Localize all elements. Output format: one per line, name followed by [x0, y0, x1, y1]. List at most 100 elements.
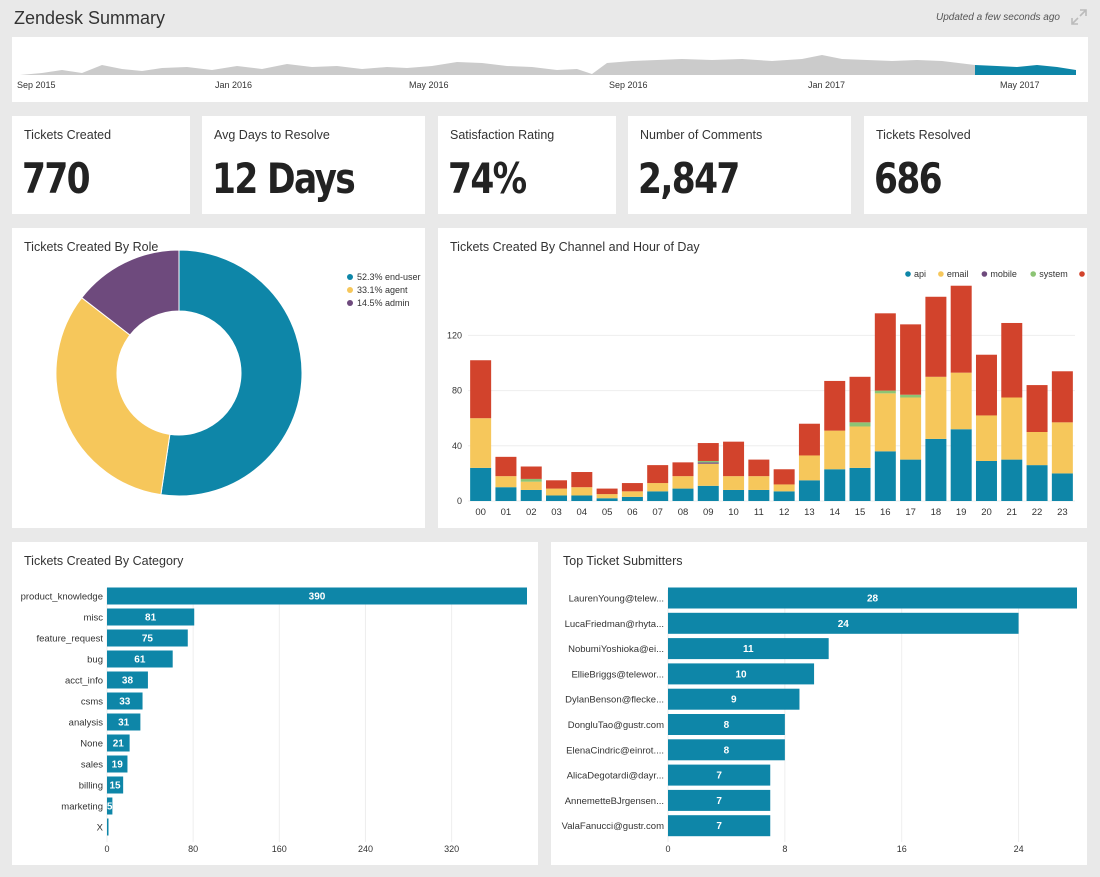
bar-segment-web[interactable]	[1051, 371, 1073, 423]
bar[interactable]	[107, 629, 188, 647]
bar-segment-system[interactable]	[900, 394, 922, 398]
bar-segment-api[interactable]	[1051, 473, 1073, 501]
bar[interactable]	[668, 587, 1077, 609]
legend-item-admin[interactable]: 14.5% admin	[347, 298, 410, 308]
bar-segment-api[interactable]	[470, 467, 492, 501]
bar-segment-api[interactable]	[798, 480, 820, 501]
bar-segment-email[interactable]	[798, 455, 820, 481]
bar-segment-web[interactable]	[748, 459, 770, 477]
bar-segment-web[interactable]	[950, 285, 972, 373]
bar-segment-mobile[interactable]	[697, 462, 719, 464]
bar-segment-web[interactable]	[773, 469, 795, 485]
bar-segment-email[interactable]	[748, 476, 770, 490]
bar-segment-web[interactable]	[975, 354, 997, 416]
bar-segment-web[interactable]	[900, 324, 922, 395]
donut-slice-admin[interactable]	[81, 249, 180, 336]
bar-segment-api[interactable]	[748, 489, 770, 501]
bar[interactable]	[668, 789, 771, 811]
bar[interactable]	[107, 692, 143, 710]
legend-item-agent[interactable]: 33.1% agent	[347, 285, 408, 295]
bar-segment-email[interactable]	[824, 430, 846, 470]
bar-segment-api[interactable]	[723, 489, 745, 501]
bar-segment-web[interactable]	[546, 480, 568, 489]
bar-segment-api[interactable]	[1026, 465, 1048, 501]
bar-segment-api[interactable]	[1001, 459, 1023, 501]
expand-icon[interactable]	[1070, 8, 1088, 26]
bar-segment-api[interactable]	[950, 429, 972, 501]
bar-segment-web[interactable]	[1001, 322, 1023, 398]
bar-segment-email[interactable]	[672, 476, 694, 489]
bar-segment-email[interactable]	[975, 415, 997, 461]
legend-item-email[interactable]: email	[938, 269, 968, 279]
bar-segment-web[interactable]	[495, 456, 517, 477]
bar-segment-email[interactable]	[647, 483, 669, 492]
donut-slice-end-user[interactable]	[160, 249, 303, 497]
legend-item-api[interactable]: api	[905, 269, 926, 279]
bar-segment-api[interactable]	[849, 467, 871, 501]
bar-segment-api[interactable]	[874, 451, 896, 501]
bar-segment-email[interactable]	[571, 487, 593, 496]
bar-segment-api[interactable]	[495, 487, 517, 501]
bar-segment-email[interactable]	[900, 397, 922, 460]
bar[interactable]	[107, 608, 195, 626]
bar-segment-web[interactable]	[621, 483, 643, 492]
bar[interactable]	[668, 739, 785, 761]
bar-segment-email[interactable]	[697, 463, 719, 486]
bar[interactable]	[107, 671, 148, 689]
bar-segment-api[interactable]	[824, 469, 846, 501]
bar-segment-api[interactable]	[596, 498, 618, 501]
bar-segment-web[interactable]	[571, 472, 593, 488]
bar-segment-email[interactable]	[596, 494, 618, 499]
bar-segment-api[interactable]	[546, 495, 568, 501]
bar-segment-system[interactable]	[697, 460, 719, 463]
bar-segment-system[interactable]	[849, 422, 871, 427]
bar-segment-email[interactable]	[495, 476, 517, 488]
bar-segment-api[interactable]	[571, 495, 593, 501]
bar-segment-api[interactable]	[975, 460, 997, 501]
bar-segment-api[interactable]	[520, 489, 542, 501]
bar-segment-api[interactable]	[697, 485, 719, 501]
bar-segment-email[interactable]	[773, 484, 795, 492]
bar-segment-web[interactable]	[647, 465, 669, 484]
bar-segment-api[interactable]	[647, 491, 669, 501]
bar-segment-email[interactable]	[849, 426, 871, 468]
bar[interactable]	[668, 688, 800, 710]
bar-segment-web[interactable]	[470, 360, 492, 419]
bar[interactable]	[107, 818, 109, 836]
bar-segment-email[interactable]	[874, 393, 896, 452]
donut-slice-agent[interactable]	[55, 296, 171, 496]
bar-segment-email[interactable]	[925, 376, 947, 439]
legend-item-end-user[interactable]: 52.3% end-user	[347, 272, 421, 282]
bar-segment-api[interactable]	[672, 488, 694, 501]
bar-segment-email[interactable]	[1001, 397, 1023, 460]
bar-segment-email[interactable]	[470, 418, 492, 468]
legend-item-system[interactable]: system	[1030, 269, 1068, 279]
bar-segment-web[interactable]	[596, 488, 618, 495]
bar-segment-web[interactable]	[824, 380, 846, 431]
bar-segment-web[interactable]	[697, 443, 719, 461]
bar-segment-web[interactable]	[520, 466, 542, 479]
bar-segment-api[interactable]	[925, 438, 947, 501]
bar-segment-web[interactable]	[672, 462, 694, 477]
legend-item-mobile[interactable]: mobile	[981, 269, 1017, 279]
bar[interactable]	[107, 713, 141, 731]
bar-segment-system[interactable]	[520, 478, 542, 482]
bar-segment-email[interactable]	[1051, 422, 1073, 474]
bar[interactable]	[107, 776, 124, 794]
bar-segment-web[interactable]	[849, 376, 871, 423]
bar-segment-email[interactable]	[520, 481, 542, 490]
bar-segment-web[interactable]	[1026, 385, 1048, 432]
bar[interactable]	[668, 764, 771, 786]
bar[interactable]	[107, 734, 130, 752]
bar-segment-email[interactable]	[1026, 432, 1048, 466]
bar[interactable]	[668, 638, 829, 660]
bar-segment-web[interactable]	[723, 441, 745, 477]
timeline-range-selector[interactable]: Sep 2015 Jan 2016 May 2016 Sep 2016 Jan …	[12, 37, 1088, 102]
bar-segment-email[interactable]	[546, 488, 568, 496]
bar-segment-web[interactable]	[925, 296, 947, 377]
bar-segment-email[interactable]	[723, 476, 745, 490]
bar-segment-api[interactable]	[773, 491, 795, 501]
bar[interactable]	[668, 815, 771, 837]
bar[interactable]	[107, 755, 128, 773]
bar[interactable]	[107, 650, 173, 668]
